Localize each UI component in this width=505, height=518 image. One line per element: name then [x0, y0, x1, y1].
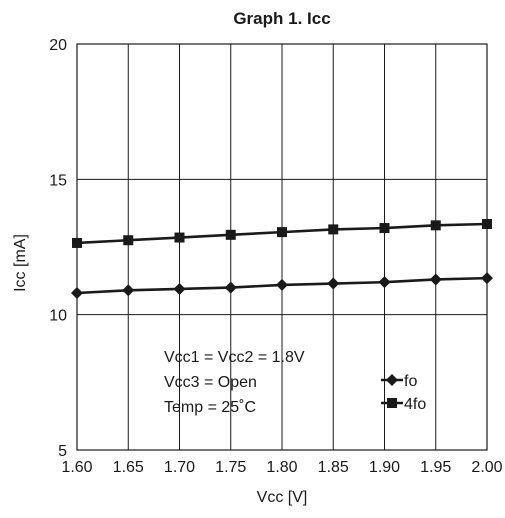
data-point-fo [327, 277, 340, 290]
square-marker-icon [387, 398, 397, 408]
y-tick-label: 10 [49, 308, 67, 325]
legend-label: 4fo [404, 396, 426, 413]
grid [76, 43, 488, 451]
legend: fo 4fo [381, 373, 426, 413]
series-fo [71, 272, 493, 300]
chart-title: Graph 1. Icc [233, 9, 330, 28]
data-point-fo [276, 278, 288, 291]
x-tick-label: 1.95 [420, 459, 451, 476]
x-tick-label: 2.00 [471, 459, 502, 476]
y-axis-ticks: 5 10 15 20 [49, 37, 67, 460]
data-point-4fo [123, 235, 134, 246]
x-tick-label: 1.85 [318, 459, 349, 476]
data-point-4fo [174, 232, 185, 243]
x-axis-ticks: 1.60 1.65 1.70 1.75 1.80 1.85 1.90 1.95 2.00 [61, 459, 502, 476]
data-point-fo [122, 284, 135, 297]
series-4fo [72, 218, 492, 248]
note-line-2: Vcc3 = Open [164, 374, 257, 391]
data-point-4fo [430, 220, 441, 231]
x-tick-label: 1.80 [266, 459, 297, 476]
x-tick-label: 1.70 [164, 459, 195, 476]
x-tick-label: 1.90 [369, 459, 400, 476]
y-tick-label: 5 [58, 443, 67, 460]
x-tick-label: 1.75 [215, 459, 246, 476]
data-point-4fo [482, 218, 492, 229]
data-point-4fo [72, 237, 82, 248]
data-point-4fo [328, 224, 339, 235]
y-tick-label: 20 [49, 37, 67, 54]
legend-item-fo: fo [381, 373, 417, 390]
data-point-4fo [277, 227, 287, 238]
y-axis-label: Icc [mA] [12, 234, 29, 292]
note-line-3: Temp = 25˚C [164, 399, 256, 416]
legend-item-4fo: 4fo [381, 396, 426, 413]
data-point-fo [481, 272, 493, 285]
x-axis-label: Vcc [V] [257, 489, 308, 506]
data-point-fo [173, 282, 186, 295]
legend-label: fo [404, 373, 417, 390]
data-point-fo [429, 273, 442, 286]
note-line-1: Vcc1 = Vcc2 = 1.8V [164, 349, 305, 366]
data-point-fo [224, 281, 237, 294]
data-point-fo [378, 276, 391, 289]
x-tick-label: 1.60 [61, 459, 92, 476]
data-point-4fo [379, 223, 390, 234]
x-tick-label: 1.65 [113, 459, 144, 476]
data-point-fo [71, 287, 83, 300]
data-point-4fo [225, 229, 236, 240]
diamond-marker-icon [386, 374, 398, 386]
series [71, 218, 493, 300]
conditions-note: Vcc1 = Vcc2 = 1.8V Vcc3 = Open Temp = 25… [164, 349, 305, 416]
y-tick-label: 15 [49, 172, 67, 189]
